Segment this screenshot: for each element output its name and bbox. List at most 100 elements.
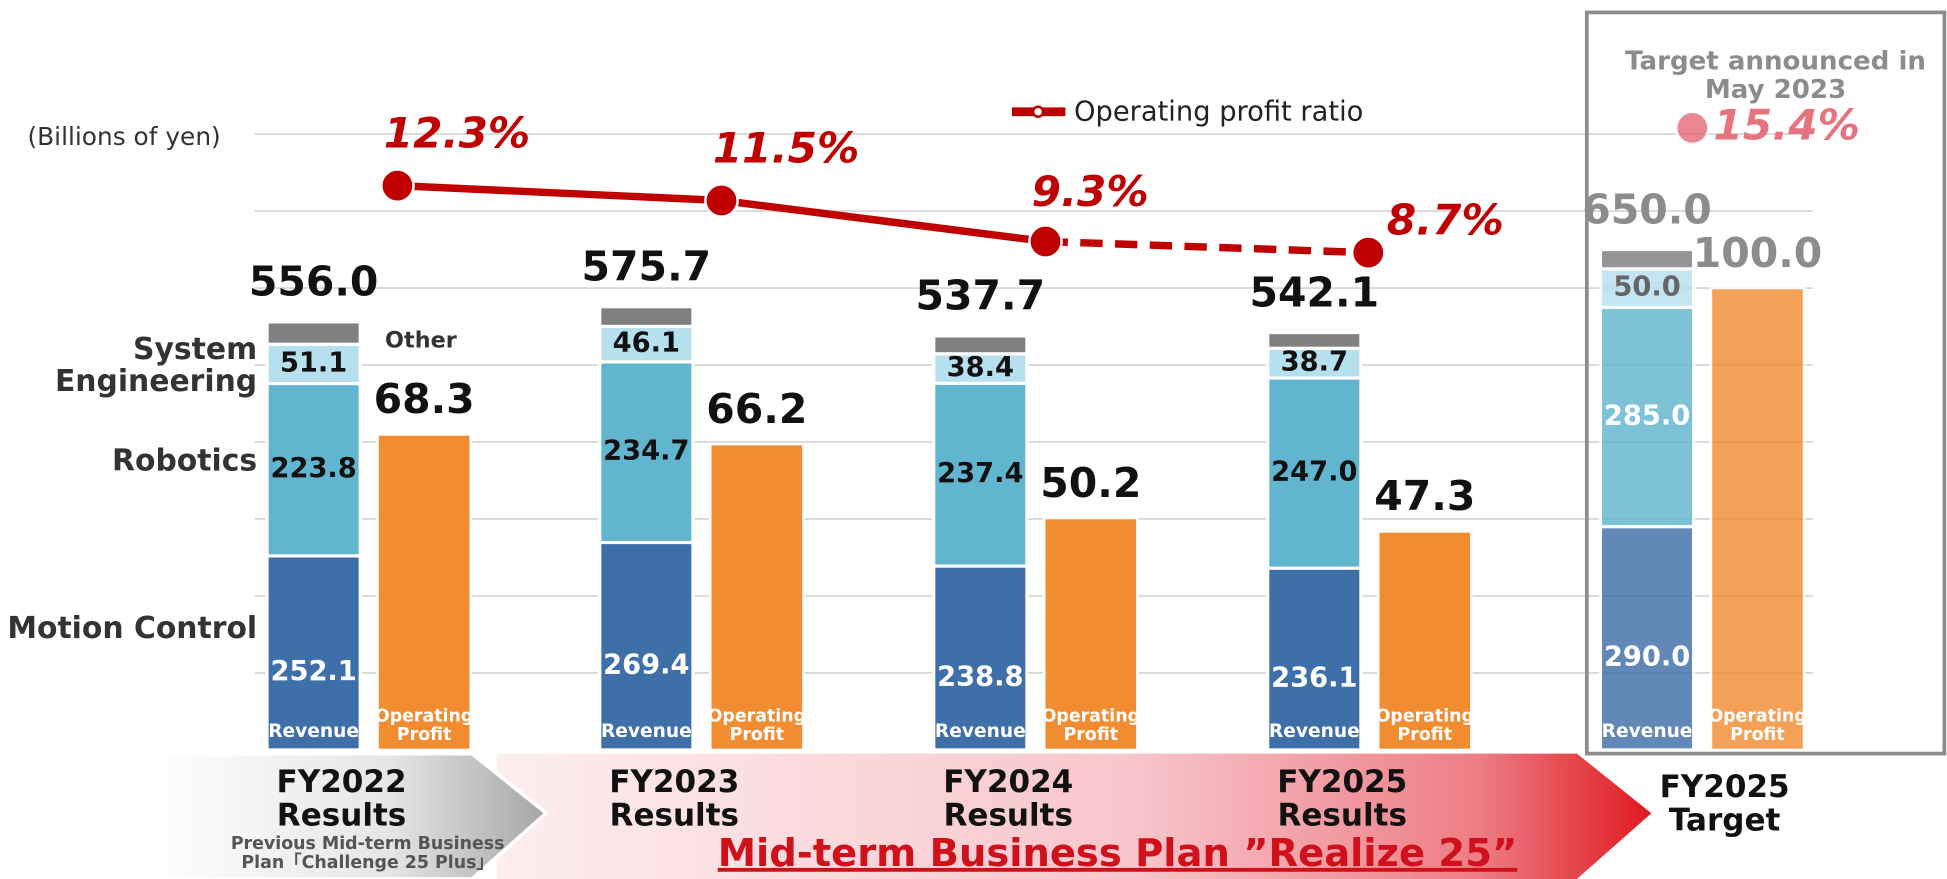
revenue-segment — [1598, 305, 1696, 529]
revenue-segment — [932, 334, 1029, 356]
revenue-bar-label: Revenue — [1602, 721, 1693, 742]
group — [598, 305, 805, 752]
series-name: Motion Control — [7, 610, 258, 646]
ratio-point — [704, 183, 739, 218]
ratio-label: 9.3% — [1032, 167, 1149, 216]
ratio-point — [1028, 224, 1063, 259]
segment-label: 247.0 — [1271, 457, 1357, 488]
legend-label: Operating profit ratio — [1074, 96, 1363, 127]
revenue-segment — [1266, 331, 1363, 350]
target-box — [1584, 10, 1947, 756]
total-label: 575.7 — [582, 242, 712, 290]
ratio-point — [380, 168, 415, 203]
ratio-label: 15.4% — [1713, 100, 1859, 149]
series-name: Robotics — [112, 442, 258, 478]
revenue-segment — [932, 564, 1029, 752]
group — [1266, 331, 1473, 752]
profit-bar-label: Operating Profit — [1710, 705, 1805, 745]
total-label: 537.7 — [916, 272, 1046, 320]
revenue-bar-label: Revenue — [935, 721, 1026, 742]
ratio-label: 8.7% — [1387, 195, 1504, 244]
category-label: FY2022 Results — [276, 762, 407, 834]
revenue-bar-label: Revenue — [268, 721, 359, 742]
revenue-segment — [1598, 247, 1696, 271]
segment-label: 269.4 — [603, 650, 689, 681]
ratio-line — [1045, 237, 1369, 257]
segment-label: 46.1 — [613, 328, 680, 359]
profit-bar-label-box: Operating Profit — [1378, 706, 1471, 744]
target-note-box: Target announced in May 2023 — [1625, 45, 1926, 105]
category-label: FY2025 Results — [1277, 762, 1408, 834]
current-plan: Mid-term Business Plan ”Realize 25” — [718, 831, 1518, 876]
plan-arrow — [496, 753, 1652, 879]
segment-label: 290.0 — [1604, 642, 1690, 673]
series-name-box: Other — [385, 327, 457, 354]
category-label-box: FY2025 Target — [1659, 767, 1790, 839]
ratio-point — [1674, 110, 1710, 146]
revenue-segment — [265, 320, 362, 346]
category-label: FY2025 Target — [1659, 767, 1790, 839]
segment-label: 234.7 — [603, 436, 689, 467]
previous-plan-box: Previous Mid-term Business Plan「Challeng… — [230, 833, 505, 873]
profit-bar — [709, 442, 805, 752]
ratio-label: 11.5% — [713, 123, 859, 172]
segment-label: 285.0 — [1604, 400, 1690, 431]
segment-label: 38.7 — [1281, 347, 1348, 378]
segment-label: 38.4 — [947, 352, 1014, 383]
unit-label: (Billions of yen) — [27, 122, 220, 151]
revenue-segment — [598, 305, 695, 328]
profit-bar-label-box: Operating Profit — [377, 705, 471, 745]
series-name: System Engineering — [54, 331, 258, 399]
category-label: FY2024 Results — [943, 762, 1074, 834]
series-name-box: Robotics — [112, 442, 258, 478]
profit-label: 68.3 — [374, 375, 475, 423]
group — [265, 320, 472, 752]
profit-label: 47.3 — [1374, 472, 1475, 520]
group — [932, 334, 1139, 752]
grid — [254, 133, 1813, 674]
total-label: 542.1 — [1250, 268, 1380, 316]
previous-plan: Previous Mid-term Business Plan「Challeng… — [230, 833, 505, 873]
total-label: 650.0 — [1582, 185, 1712, 233]
profit-label: 50.2 — [1040, 459, 1141, 507]
revenue-bar-label: Revenue — [601, 721, 692, 742]
profit-bar — [1043, 516, 1139, 752]
total-label: 556.0 — [249, 258, 379, 306]
segment-label: 238.8 — [937, 661, 1023, 692]
legend-point — [1031, 105, 1045, 118]
profit-bar — [1709, 286, 1806, 752]
group — [1598, 247, 1806, 752]
category-label-box: FY2025 Results — [1277, 762, 1408, 834]
profit-bar-label-box: Operating Profit — [1044, 705, 1138, 745]
category-label-box: FY2022 Results — [276, 762, 407, 834]
segment-label: 223.8 — [270, 453, 356, 484]
ratio-point — [1350, 235, 1386, 271]
segment-label: 51.1 — [280, 347, 347, 378]
series-name-box: System Engineering — [54, 331, 258, 399]
revenue-segment — [1598, 267, 1696, 309]
revenue-segment — [598, 540, 695, 752]
category-label-box: FY2023 Results — [609, 762, 740, 834]
profit-bar-label-box: Operating Profit — [710, 705, 804, 745]
profit-label: 66.2 — [706, 385, 807, 433]
segment-label: 237.4 — [937, 458, 1023, 489]
profit-bar-label-box: Operating Profit — [1710, 705, 1805, 745]
revenue-bar-label: Revenue — [1269, 721, 1360, 742]
profit-bar-label: Operating Profit — [377, 705, 471, 745]
previous-plan-arrow — [147, 751, 550, 879]
series-name: Other — [385, 327, 457, 354]
series-name-box: Motion Control — [7, 610, 258, 646]
segment-label: 252.1 — [270, 656, 356, 687]
profit-label: 100.0 — [1693, 229, 1823, 277]
category-label: FY2023 Results — [609, 762, 740, 834]
category-label-box: FY2024 Results — [943, 762, 1074, 834]
plot: 252.1 223.8 51.1 556.0 68.3 Revenue Operating … — [7, 45, 1926, 876]
segment-label: 236.1 — [1271, 662, 1357, 693]
ratio-label: 12.3% — [384, 108, 530, 157]
profit-bar-label: Operating Profit — [1044, 705, 1138, 745]
profit-bar — [1376, 530, 1473, 752]
profit-bar — [376, 433, 472, 752]
profit-bar-label: Operating Profit — [710, 705, 804, 745]
target-note: Target announced in May 2023 — [1625, 45, 1926, 105]
